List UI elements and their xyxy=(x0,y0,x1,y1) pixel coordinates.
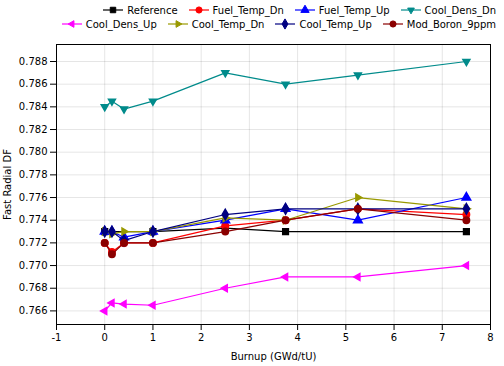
svg-text:4: 4 xyxy=(294,332,300,343)
svg-text:0.780: 0.780 xyxy=(19,146,48,157)
svg-text:-1: -1 xyxy=(52,332,62,343)
svg-text:7: 7 xyxy=(439,332,445,343)
html-text:Mod_Boron_9ppm: Mod_Boron_9ppm xyxy=(406,18,496,30)
html-text:Cool_Dens_Up: Cool_Dens_Up xyxy=(85,18,157,30)
html-text:Fuel_Temp_Dn: Fuel_Temp_Dn xyxy=(212,4,284,16)
html-text:Reference: Reference xyxy=(127,4,178,16)
svg-text:Burnup (GWd/tU): Burnup (GWd/tU) xyxy=(231,351,317,362)
html-text:Fuel_Temp_Up: Fuel_Temp_Up xyxy=(318,4,390,16)
svg-text:6: 6 xyxy=(391,332,397,343)
svg-text:0.782: 0.782 xyxy=(19,124,48,135)
svg-text:5: 5 xyxy=(343,332,349,343)
svg-text:0.778: 0.778 xyxy=(19,169,48,180)
html-text:Cool_Dens_Dn: Cool_Dens_Dn xyxy=(424,4,496,16)
svg-text:2: 2 xyxy=(198,332,204,343)
html-text:Cool_Temp_Dn: Cool_Temp_Dn xyxy=(191,18,265,30)
svg-text:0.766: 0.766 xyxy=(19,305,48,316)
svg-text:0.788: 0.788 xyxy=(19,56,48,67)
svg-text:0.774: 0.774 xyxy=(19,214,48,225)
svg-text:8: 8 xyxy=(487,332,493,343)
svg-text:1: 1 xyxy=(150,332,156,343)
svg-text:0.768: 0.768 xyxy=(19,282,48,293)
svg-text:Fast Radial DF: Fast Radial DF xyxy=(2,149,13,220)
svg-text:0.772: 0.772 xyxy=(19,237,48,248)
svg-text:0.784: 0.784 xyxy=(19,101,48,112)
html-text:Cool_Temp_Up: Cool_Temp_Up xyxy=(299,18,372,30)
svg-text:0.770: 0.770 xyxy=(19,260,48,271)
svg-text:3: 3 xyxy=(246,332,252,343)
svg-text:0.776: 0.776 xyxy=(19,192,48,203)
svg-text:0: 0 xyxy=(102,332,108,343)
svg-text:0.786: 0.786 xyxy=(19,78,48,89)
